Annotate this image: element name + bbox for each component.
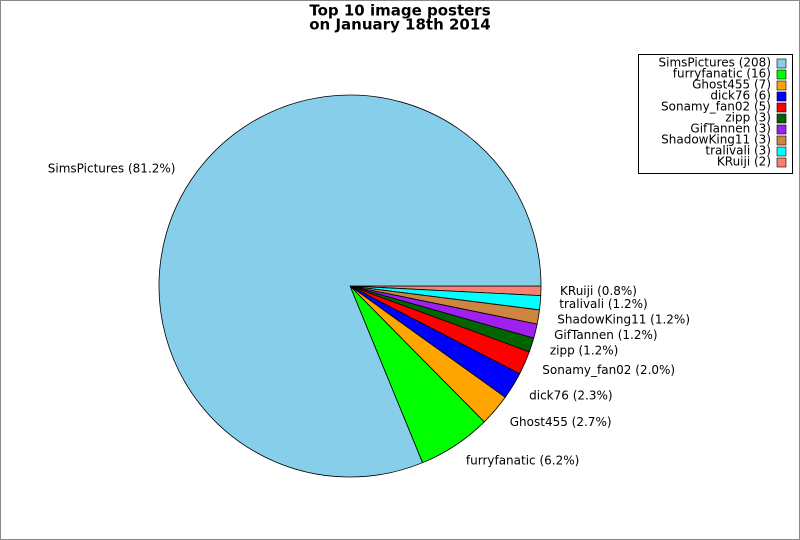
legend-swatch <box>776 146 787 157</box>
legend-swatch <box>776 69 787 80</box>
legend-label: ShadowKing11 (3) <box>661 133 771 147</box>
legend-label: KRuiji (2) <box>717 155 771 169</box>
slice-label: Ghost455 (2.7%) <box>510 415 612 429</box>
legend-label: SimsPictures (208) <box>659 56 772 70</box>
legend-swatch <box>776 91 787 102</box>
legend-swatch <box>776 135 787 146</box>
legend-label: furryfanatic (16) <box>673 67 771 81</box>
slice-label: Sonamy_fan02 (2.0%) <box>542 363 675 377</box>
pie-slice <box>158 94 542 478</box>
legend-swatch <box>776 58 787 69</box>
legend-swatch <box>776 113 787 124</box>
legend-label: GifTannen (3) <box>690 122 771 136</box>
legend-box <box>638 54 793 174</box>
legend-swatch <box>776 124 787 135</box>
slice-label: furryfanatic (6.2%) <box>466 454 579 468</box>
slice-label: zipp (1.2%) <box>550 343 619 357</box>
legend-swatch <box>776 157 787 168</box>
slice-label: GifTannen (1.2%) <box>554 328 657 342</box>
legend-label: zipp (3) <box>725 111 771 125</box>
slice-label: ShadowKing11 (1.2%) <box>557 313 690 327</box>
slice-label: SimsPictures (81.2%) <box>48 162 176 176</box>
slice-label: KRuiji (0.8%) <box>560 284 637 298</box>
chart-title: on January 18th 2014 <box>309 16 490 34</box>
legend-label: tralivali (3) <box>705 144 771 158</box>
legend-label: Sonamy_fan02 (5) <box>661 100 771 114</box>
legend-swatch <box>776 80 787 91</box>
legend-label: dick76 (6) <box>710 89 771 103</box>
chart-title: Top 10 image posters <box>309 2 490 20</box>
slice-label: dick76 (2.3%) <box>529 388 612 402</box>
legend-swatch <box>776 102 787 113</box>
slice-label: tralivali (1.2%) <box>559 297 647 311</box>
legend-label: Ghost455 (7) <box>692 78 771 92</box>
